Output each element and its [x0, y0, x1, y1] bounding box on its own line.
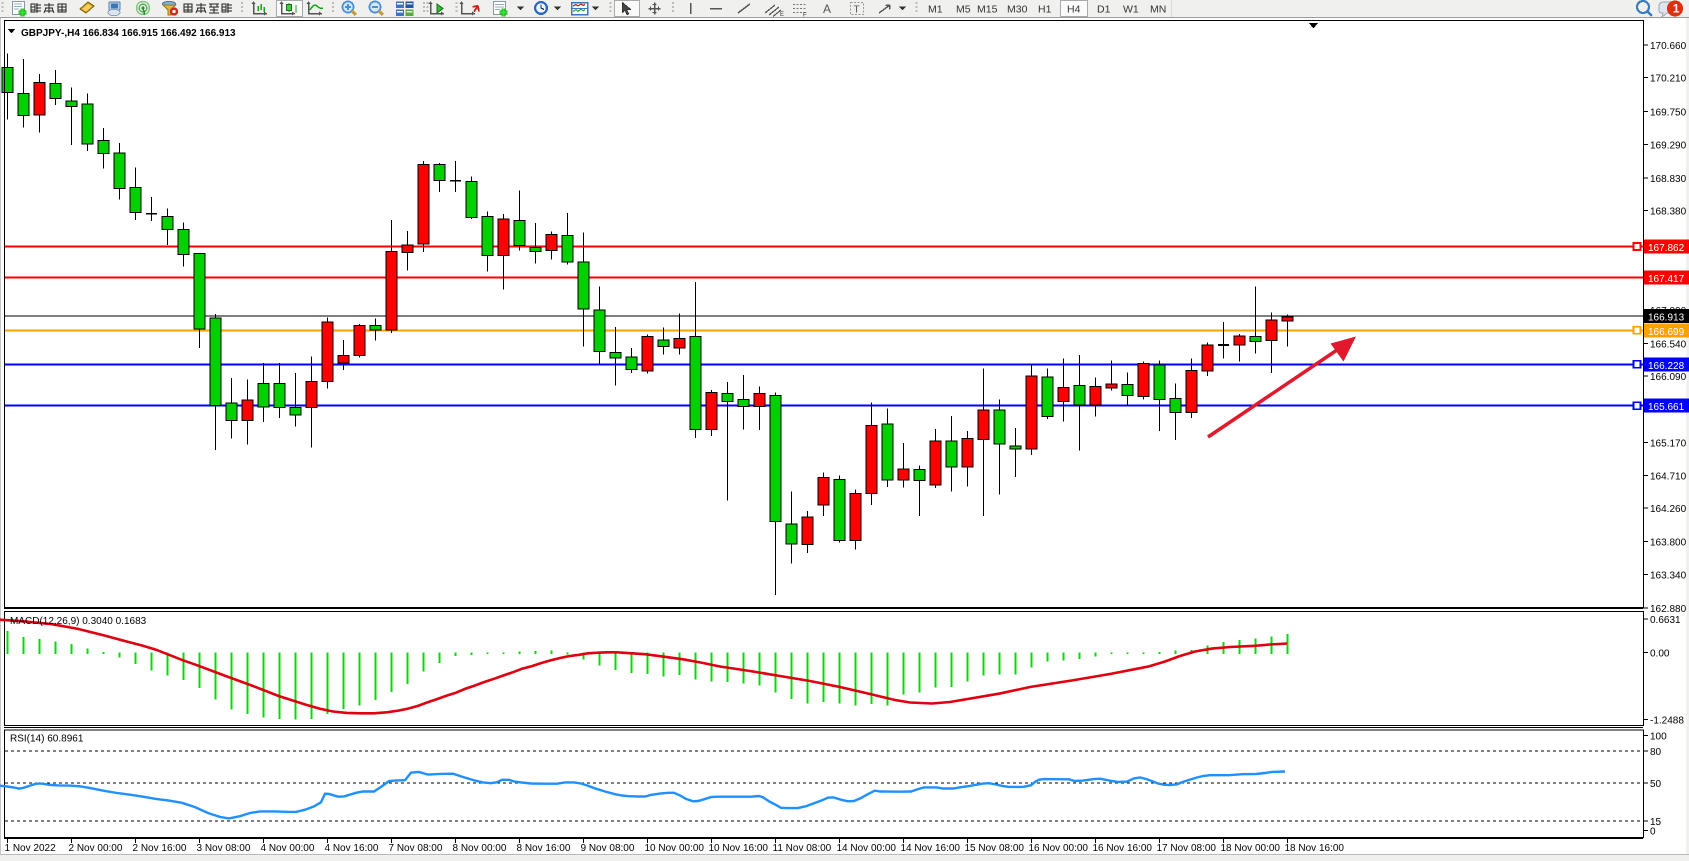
svg-text:8 Nov 00:00: 8 Nov 00:00	[453, 843, 507, 854]
svg-text:MN: MN	[1150, 4, 1166, 16]
svg-text:0.6631: 0.6631	[1650, 615, 1681, 626]
svg-text:1: 1	[1673, 2, 1680, 16]
svg-text:0: 0	[1650, 827, 1656, 838]
svg-text:RSI(14) 60.8961: RSI(14) 60.8961	[10, 734, 84, 745]
svg-text:15 Nov 08:00: 15 Nov 08:00	[965, 843, 1025, 854]
svg-text:170.210: 170.210	[1650, 74, 1687, 85]
svg-text:163.340: 163.340	[1650, 571, 1687, 582]
svg-text:100: 100	[1650, 732, 1667, 743]
svg-text:15: 15	[1650, 817, 1662, 828]
svg-text:E: E	[780, 12, 784, 18]
svg-text:8 Nov 16:00: 8 Nov 16:00	[517, 843, 571, 854]
svg-text:A: A	[823, 2, 831, 16]
svg-text:80: 80	[1650, 747, 1662, 758]
svg-text:17 Nov 08:00: 17 Nov 08:00	[1157, 843, 1217, 854]
svg-text:14 Nov 16:00: 14 Nov 16:00	[901, 843, 961, 854]
svg-text:167.862: 167.862	[1648, 243, 1685, 254]
svg-text:7 Nov 08:00: 7 Nov 08:00	[389, 843, 443, 854]
svg-text:166.699: 166.699	[1648, 327, 1685, 338]
svg-text:164.260: 164.260	[1650, 504, 1687, 515]
svg-text:H1: H1	[1038, 4, 1052, 16]
svg-text:168.830: 168.830	[1650, 174, 1687, 185]
svg-text:16 Nov 00:00: 16 Nov 00:00	[1029, 843, 1089, 854]
svg-text:W1: W1	[1123, 4, 1139, 16]
svg-text:165.170: 165.170	[1650, 438, 1687, 449]
svg-text:1 Nov 2022: 1 Nov 2022	[5, 843, 57, 854]
svg-text:16 Nov 16:00: 16 Nov 16:00	[1093, 843, 1153, 854]
svg-text:11 Nov 08:00: 11 Nov 08:00	[773, 843, 832, 854]
svg-text:166.913: 166.913	[1648, 313, 1685, 324]
svg-text:2 Nov 00:00: 2 Nov 00:00	[69, 843, 123, 854]
svg-text:M15: M15	[977, 4, 998, 16]
svg-text:165.661: 165.661	[1648, 402, 1685, 413]
svg-text:M5: M5	[956, 4, 971, 16]
svg-text:163.800: 163.800	[1650, 537, 1687, 548]
svg-text:170.660: 170.660	[1650, 41, 1687, 52]
svg-text:-1.2488: -1.2488	[1650, 716, 1684, 727]
svg-text:3 Nov 08:00: 3 Nov 08:00	[197, 843, 251, 854]
svg-text:D1: D1	[1097, 4, 1111, 16]
svg-text:169.290: 169.290	[1650, 141, 1687, 152]
svg-text:4 Nov 16:00: 4 Nov 16:00	[325, 843, 379, 854]
svg-text:MACD(12,26,9) 0.3040 0.1683: MACD(12,26,9) 0.3040 0.1683	[10, 616, 147, 627]
svg-text:M1: M1	[928, 4, 943, 16]
svg-text:164.710: 164.710	[1650, 472, 1687, 483]
svg-text:169.750: 169.750	[1650, 107, 1687, 118]
svg-text:167.417: 167.417	[1648, 274, 1685, 285]
svg-text:M30: M30	[1007, 4, 1028, 16]
svg-text:50: 50	[1650, 779, 1662, 790]
svg-text:F: F	[803, 13, 807, 19]
svg-text:166.090: 166.090	[1650, 372, 1687, 383]
svg-text:168.380: 168.380	[1650, 206, 1687, 217]
svg-text:166.228: 166.228	[1648, 361, 1685, 372]
svg-text:10 Nov 16:00: 10 Nov 16:00	[709, 843, 769, 854]
svg-text:18 Nov 16:00: 18 Nov 16:00	[1285, 843, 1345, 854]
svg-text:H4: H4	[1067, 4, 1081, 16]
svg-text:GBPJPY-,H4 166.834 166.915 16: GBPJPY-,H4 166.834 166.915 166.492 166.9…	[21, 28, 236, 39]
svg-text:166.540: 166.540	[1650, 339, 1687, 350]
svg-text:10 Nov 00:00: 10 Nov 00:00	[645, 843, 705, 854]
svg-text:4 Nov 00:00: 4 Nov 00:00	[261, 843, 315, 854]
svg-text:2 Nov 16:00: 2 Nov 16:00	[133, 843, 187, 854]
svg-text:162.880: 162.880	[1650, 604, 1687, 615]
svg-text:T: T	[854, 5, 860, 16]
svg-text:14 Nov 00:00: 14 Nov 00:00	[837, 843, 897, 854]
svg-text:18 Nov 00:00: 18 Nov 00:00	[1221, 843, 1281, 854]
svg-text:0.00: 0.00	[1650, 649, 1670, 660]
svg-text:9 Nov 08:00: 9 Nov 08:00	[581, 843, 635, 854]
